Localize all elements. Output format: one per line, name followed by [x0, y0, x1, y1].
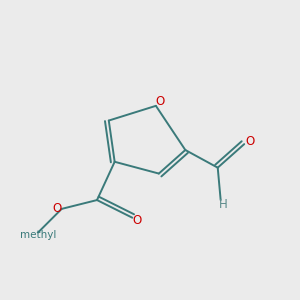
- Text: O: O: [52, 202, 62, 215]
- Text: O: O: [156, 95, 165, 108]
- Text: H: H: [219, 198, 228, 211]
- Text: methyl: methyl: [20, 230, 56, 240]
- Text: O: O: [132, 214, 141, 227]
- Text: O: O: [245, 135, 255, 148]
